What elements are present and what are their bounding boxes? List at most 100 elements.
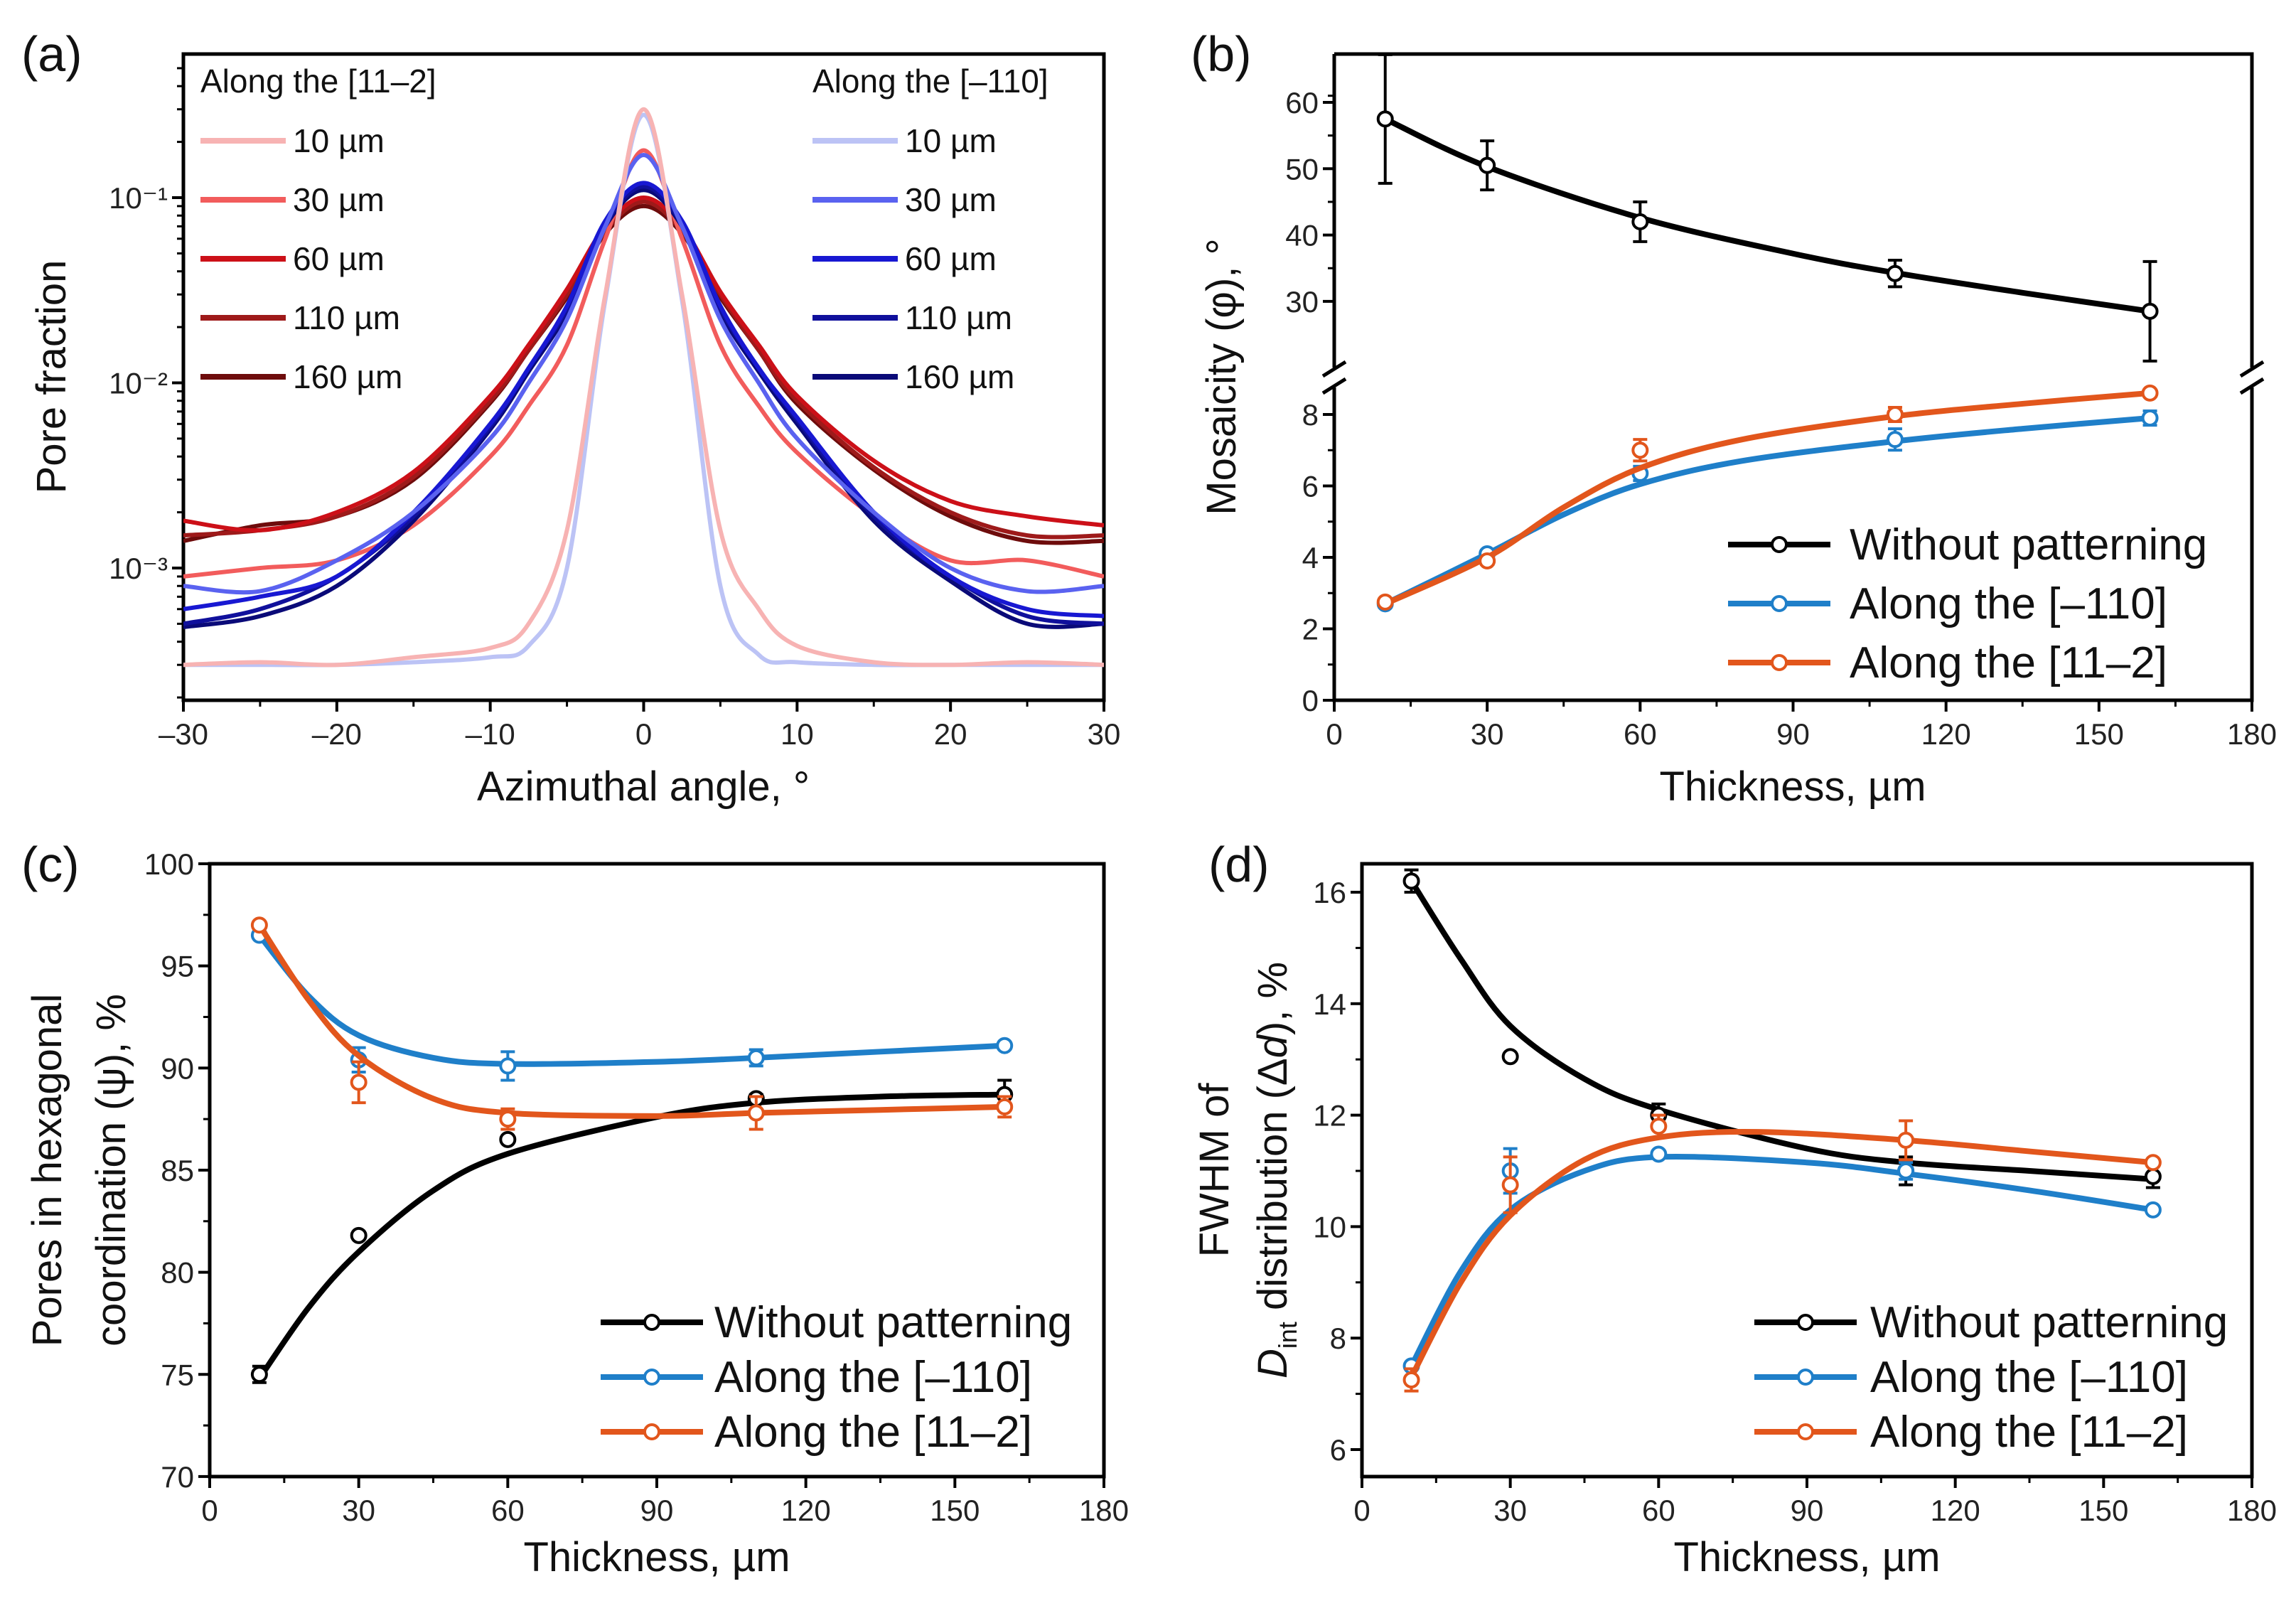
x-tick-label: 120 [1931,1494,1980,1527]
x-tick-label: 0 [1326,717,1342,751]
legend-label: 160 µm [293,358,402,395]
x-tick-label: –10 [466,717,515,751]
x-tick-label: –20 [312,717,362,751]
x-tick-label: 150 [930,1494,980,1527]
panel-label-d: (d) [1208,837,1270,892]
series-line-minus110-10m [183,112,1104,668]
y-tick-label: 14 [1313,987,1346,1021]
legend-title: Along the [11–2] [200,63,436,100]
y-tick-label: 10⁻³ [109,552,168,585]
y-label-d-delta-symbol: d [1250,1034,1296,1058]
x-tick-label: 0 [201,1494,218,1527]
x-tick-label: 30 [1088,717,1121,751]
x-tick-label: 120 [1921,717,1971,751]
data-point [747,1049,765,1066]
x-tick-label: 10 [780,717,814,751]
data-point [747,1104,765,1122]
legend-label: Without patterning [714,1298,1072,1347]
series-line-112-60m [183,196,1104,533]
panel-b: (b) Thickness, µm Mosaicity (φ), ° 0 30 60… [1191,26,2277,810]
y-axis-label-a: Pore fraction [28,260,75,494]
data-point [499,1110,517,1128]
x-axis-label-d: Thickness, µm [1673,1534,1940,1580]
data-point [1886,431,1904,449]
legend-marker [1797,1423,1814,1440]
axis-break-left [1321,360,1347,395]
data-point [1376,110,1394,128]
y-tick-label: 6 [1302,470,1319,503]
y-tick-label: 10⁻¹ [109,181,168,215]
data-point [350,1226,368,1244]
y-axis-label-c-line2: coordination (ψ), % [88,994,134,1346]
fit-curve-0 [257,1091,1005,1381]
x-axis-label-b: Thickness, µm [1659,764,1926,810]
legend-label: Without patterning [1850,520,2207,569]
legend-label: 10 µm [905,122,997,159]
legend-label: Without patterning [1870,1298,2228,1347]
legend-label: 30 µm [905,181,997,218]
y-tick-label: 70 [161,1460,194,1494]
y-tick-label: 16 [1313,876,1346,909]
x-tick-label: 60 [491,1494,525,1527]
legend-label: Along the [–110] [714,1353,1032,1402]
y-tick-label: 0 [1302,684,1319,717]
y-tick-label: 80 [161,1256,194,1290]
data-point [1479,552,1496,570]
x-tick-label: 180 [2227,1494,2277,1527]
data-point [1650,1118,1668,1135]
x-tick-label: 30 [1471,717,1504,751]
y-tick-label: 40 [1285,219,1319,252]
data-point [1897,1131,1915,1149]
data-point [1501,1048,1519,1066]
y-tick-label: 8 [1302,398,1319,432]
legend-label: Along the [11–2] [1850,638,2167,687]
data-point [2144,1167,2162,1185]
fit-curve-1 [1409,1154,2154,1368]
x-tick-label: 30 [342,1494,375,1527]
x-tick-label: 120 [781,1494,831,1527]
panel-label-a: (a) [21,26,82,82]
data-point [1402,1371,1420,1388]
y-tick-label: 75 [161,1358,194,1391]
data-point [350,1073,368,1091]
series-line-minus110-160m [183,188,1104,630]
y-tick-label: 4 [1302,541,1319,574]
series-line-minus110-60m [183,181,1104,619]
y-tick-label: 10 [1313,1210,1346,1243]
data-point [250,916,268,934]
y-label-d-subscript: int [1273,1322,1302,1349]
y-tick-label: 10⁻² [109,367,168,400]
axis-break-right [2239,360,2265,395]
x-tick-label: 0 [1353,1494,1370,1527]
data-point [2141,384,2159,402]
data-point [1897,1162,1915,1179]
series-line-112-110m [183,199,1104,540]
legend-label: 160 µm [905,358,1014,395]
y-tick-label: 100 [144,847,194,881]
x-tick-label: 150 [2078,1494,2128,1527]
x-axis-label-a: Azimuthal angle, ° [477,764,810,810]
y-tick-label: 6 [1330,1433,1346,1467]
x-tick-label: 0 [635,717,652,751]
data-point [2141,302,2159,320]
legend-label: 110 µm [905,299,1012,336]
data-point [1886,406,1904,423]
legend-title: Along the [–110] [812,63,1048,100]
y-tick-label: 8 [1330,1322,1346,1355]
legend-marker [1797,1369,1814,1386]
x-tick-label: 150 [2074,717,2124,751]
fit-curve-2 [1384,390,2150,606]
x-tick-label: 180 [1079,1494,1129,1527]
data-point [2144,1154,2162,1172]
fit-curve-2 [257,923,1005,1119]
legend-label: Along the [–110] [1850,579,2167,628]
legend-marker [643,1423,660,1440]
data-point [499,1057,517,1075]
y-tick-label: 30 [1285,285,1319,318]
y-tick-label: 90 [161,1051,194,1085]
legend-label: 10 µm [293,122,385,159]
y-label-d-end: ), % [1250,962,1296,1035]
panel-label-b: (b) [1191,26,1252,82]
